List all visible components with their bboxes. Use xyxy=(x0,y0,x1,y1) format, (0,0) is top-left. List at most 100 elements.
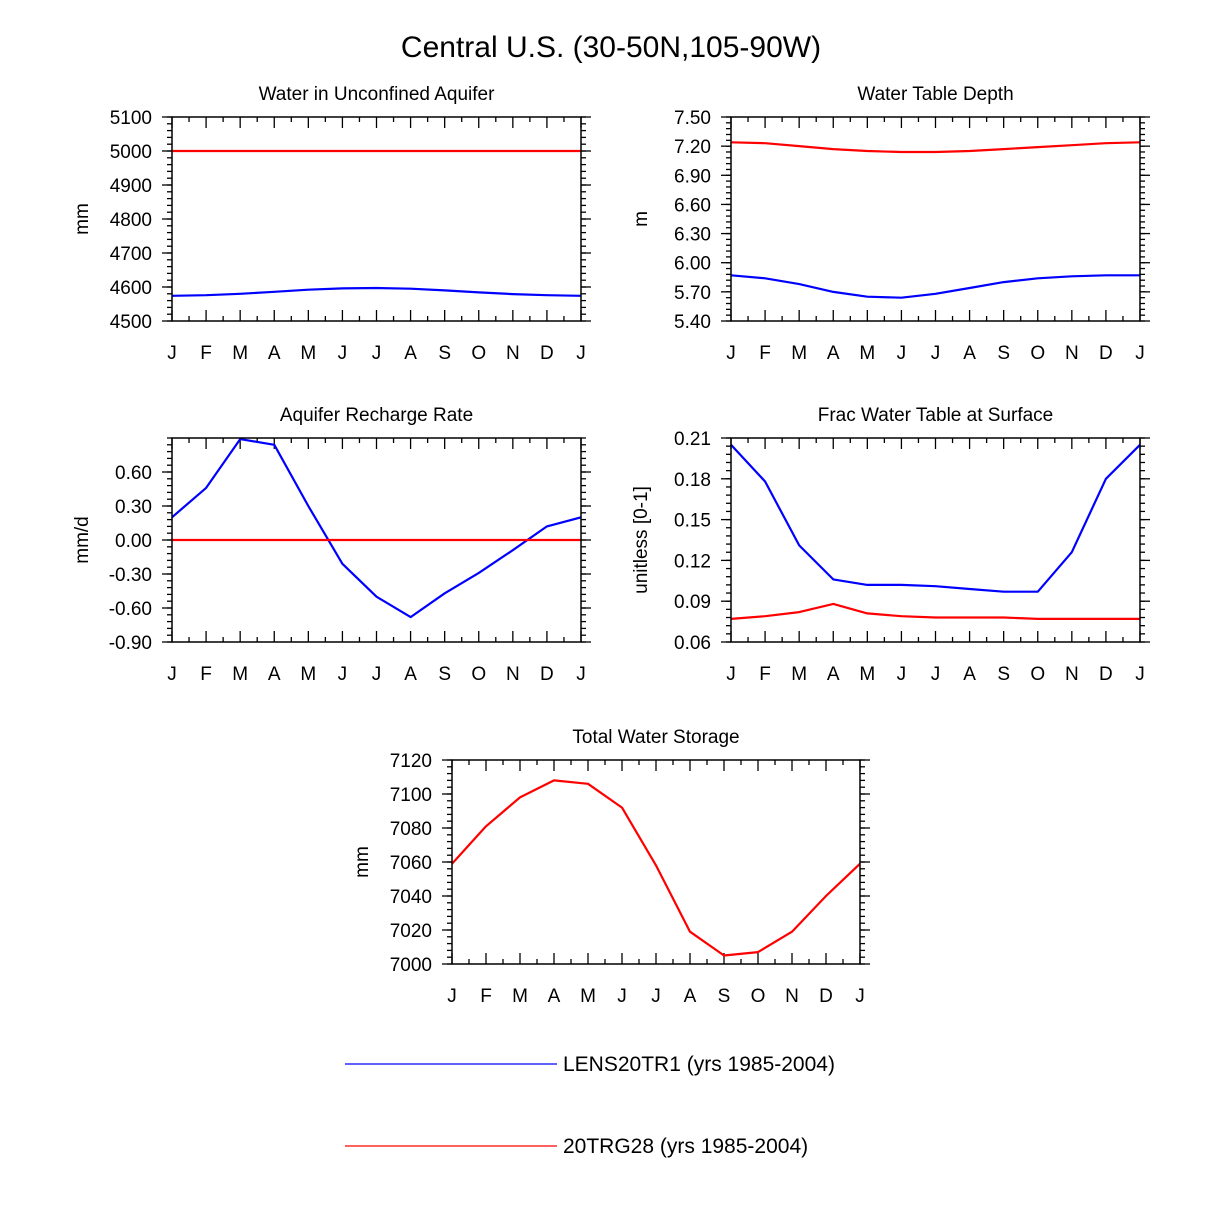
x-tick-label: M xyxy=(859,343,875,364)
x-tick-label: O xyxy=(1030,343,1045,364)
series-line-lens20tr1 xyxy=(172,286,581,297)
x-tick-label: J xyxy=(338,664,348,685)
y-tick-label: 0.18 xyxy=(674,470,711,491)
x-tick-label: J xyxy=(931,343,941,364)
y-tick-label: 0.12 xyxy=(674,551,711,572)
series-line-20trg28 xyxy=(731,141,1140,154)
y-tick-label: 7020 xyxy=(390,921,432,942)
x-tick-label: A xyxy=(268,664,281,685)
x-tick-label: A xyxy=(548,986,561,1007)
x-tick-label: F xyxy=(200,664,212,685)
x-tick-label: A xyxy=(827,343,840,364)
x-tick-label: N xyxy=(1065,664,1079,685)
x-tick-label: M xyxy=(512,986,528,1007)
x-tick-label: J xyxy=(1135,664,1145,685)
y-tick-label: 6.60 xyxy=(674,195,711,216)
x-tick-label: D xyxy=(1099,343,1113,364)
x-tick-label: J xyxy=(726,664,736,685)
x-tick-label: F xyxy=(759,664,771,685)
x-tick-label: A xyxy=(684,986,697,1007)
y-tick-label: 5100 xyxy=(110,108,152,129)
x-tick-label: J xyxy=(726,343,736,364)
panel-title: Water in Unconfined Aquifer xyxy=(259,84,496,105)
y-tick-label: 0.60 xyxy=(115,463,152,484)
panel-title: Aquifer Recharge Rate xyxy=(280,405,473,426)
x-tick-label: O xyxy=(471,343,486,364)
y-tick-label: 0.15 xyxy=(674,511,711,532)
x-tick-label: D xyxy=(819,986,833,1007)
y-tick-label: 7.20 xyxy=(674,137,711,158)
series-line-lens20tr1 xyxy=(731,444,1140,593)
y-tick-label: 4800 xyxy=(110,210,152,231)
y-tick-label: 4700 xyxy=(110,244,152,265)
figure-title: Central U.S. (30-50N,105-90W) xyxy=(401,31,821,64)
x-tick-label: N xyxy=(1065,343,1079,364)
y-tick-label: 6.90 xyxy=(674,166,711,187)
x-tick-label: M xyxy=(580,986,596,1007)
y-tick-label: 0.00 xyxy=(115,531,152,552)
x-tick-label: J xyxy=(167,664,177,685)
x-tick-label: J xyxy=(447,986,457,1007)
y-tick-label: 4600 xyxy=(110,278,152,299)
panel-title: Water Table Depth xyxy=(857,84,1013,105)
x-tick-label: N xyxy=(785,986,799,1007)
x-tick-label: J xyxy=(576,343,586,364)
x-tick-label: N xyxy=(506,664,520,685)
y-tick-label: 7080 xyxy=(390,819,432,840)
x-tick-label: J xyxy=(617,986,627,1007)
legend: LENS20TR1 (yrs 1985-2004) 20TRG28 (yrs 1… xyxy=(345,1053,835,1158)
y-tick-label: 4500 xyxy=(110,312,152,333)
x-tick-label: J xyxy=(855,986,865,1007)
y-tick-label: 0.06 xyxy=(674,633,711,654)
x-tick-label: O xyxy=(471,664,486,685)
x-tick-label: A xyxy=(827,664,840,685)
y-tick-label: 7100 xyxy=(390,785,432,806)
x-tick-label: A xyxy=(404,343,417,364)
x-tick-label: J xyxy=(372,343,382,364)
y-axis-label: mm xyxy=(352,846,373,878)
y-tick-label: -0.60 xyxy=(109,599,152,620)
y-tick-label: 5.40 xyxy=(674,312,711,333)
x-tick-label: S xyxy=(997,664,1010,685)
x-tick-label: J xyxy=(338,343,348,364)
y-axis-label: unitless [0-1] xyxy=(631,486,652,594)
series-line-20trg28 xyxy=(731,602,1140,621)
y-tick-label: 7040 xyxy=(390,887,432,908)
x-tick-label: S xyxy=(997,343,1010,364)
series-line-lens20tr1 xyxy=(731,274,1140,299)
x-tick-label: J xyxy=(1135,343,1145,364)
x-tick-label: A xyxy=(404,664,417,685)
y-tick-label: 0.30 xyxy=(115,497,152,518)
y-tick-label: 4900 xyxy=(110,176,152,197)
x-tick-label: M xyxy=(300,343,316,364)
x-tick-label: J xyxy=(897,343,907,364)
x-tick-label: M xyxy=(232,343,248,364)
legend-item-lens20tr1: LENS20TR1 (yrs 1985-2004) xyxy=(345,1053,835,1076)
panel-frac-water-table: Frac Water Table at Surface unitless [0-1… xyxy=(631,405,1150,685)
x-tick-label: J xyxy=(167,343,177,364)
y-tick-label: 7060 xyxy=(390,853,432,874)
x-tick-label: S xyxy=(718,986,731,1007)
x-tick-label: J xyxy=(651,986,661,1007)
y-tick-label: 5.70 xyxy=(674,283,711,304)
x-tick-label: O xyxy=(1030,664,1045,685)
x-tick-label: F xyxy=(480,986,492,1007)
plot-frame xyxy=(171,437,582,643)
x-tick-label: N xyxy=(506,343,520,364)
panel-title: Total Water Storage xyxy=(572,727,739,748)
series-line-20trg28 xyxy=(452,779,860,957)
y-tick-label: 7.50 xyxy=(674,108,711,129)
x-tick-label: J xyxy=(897,664,907,685)
x-tick-label: M xyxy=(791,664,807,685)
y-tick-label: 5000 xyxy=(110,142,152,163)
x-tick-label: F xyxy=(759,343,771,364)
y-axis-label: mm/d xyxy=(72,516,93,564)
y-tick-label: 0.09 xyxy=(674,592,711,613)
x-tick-label: F xyxy=(200,343,212,364)
x-tick-label: M xyxy=(232,664,248,685)
